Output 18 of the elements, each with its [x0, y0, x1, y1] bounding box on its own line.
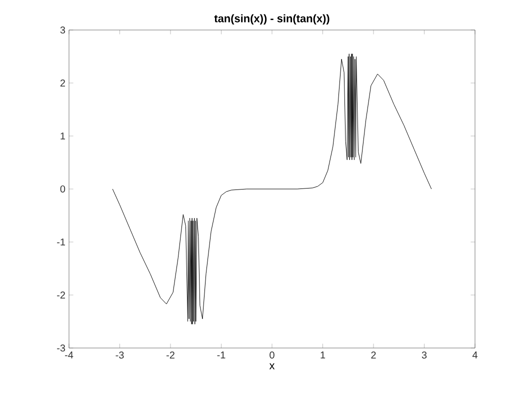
x-tick-label: -4: [65, 352, 74, 358]
x-axis-title: x: [269, 363, 275, 370]
y-tick-label: -1: [57, 238, 66, 246]
x-tick-label: -3: [116, 352, 124, 359]
x-tick-label: -1: [217, 352, 226, 358]
x-tick-label: 4: [472, 352, 478, 358]
y-tick-label: 3: [60, 26, 66, 34]
chart-title: tan(sin(x)) - sin(tan(x)): [214, 14, 330, 24]
x-tick-label: 2: [371, 352, 376, 358]
y-tick-label: 0: [60, 185, 66, 193]
x-tick-label: -2: [166, 352, 174, 358]
x-tick-label: 0: [270, 352, 274, 359]
x-tick-label: 3: [422, 352, 427, 359]
y-tick-label: -3: [57, 344, 66, 352]
y-tick-label: 1: [60, 132, 66, 140]
y-tick-label: 2: [60, 80, 65, 86]
x-tick-label: 1: [320, 352, 326, 358]
y-tick-label: -2: [57, 292, 65, 298]
